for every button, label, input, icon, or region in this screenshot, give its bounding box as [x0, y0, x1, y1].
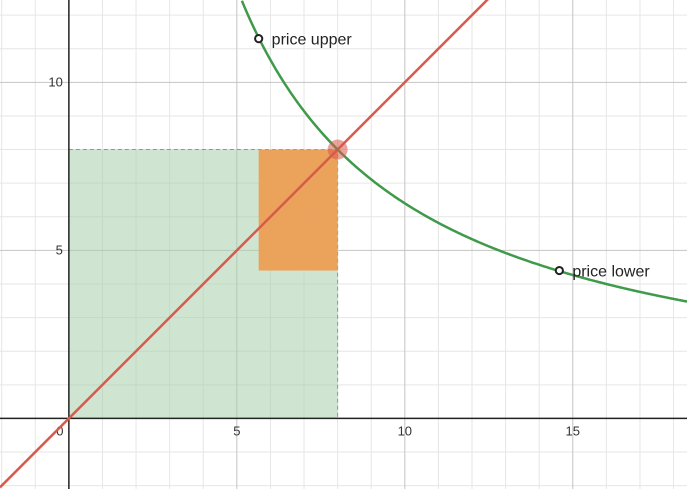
- price-upper-label: price upper: [272, 32, 353, 49]
- x-tick-label: 0: [56, 423, 63, 438]
- intersection-point[interactable]: [327, 139, 348, 160]
- y-tick-label: 5: [56, 242, 63, 257]
- amount-region: [258, 149, 338, 271]
- price-lower-label: price lower: [572, 264, 650, 281]
- price-lower-point[interactable]: [554, 265, 564, 276]
- price-upper-point[interactable]: [254, 34, 264, 44]
- tick-labels: 0 5 10 15 5 10: [48, 74, 580, 438]
- reciprocal-curve: [240, 0, 687, 303]
- y-tick-label: 10: [48, 74, 62, 89]
- x-tick-label: 15: [566, 423, 580, 438]
- points: price upper price lower: [254, 32, 650, 281]
- x-tick-label: 10: [398, 423, 412, 438]
- x-tick-label: 5: [233, 423, 240, 438]
